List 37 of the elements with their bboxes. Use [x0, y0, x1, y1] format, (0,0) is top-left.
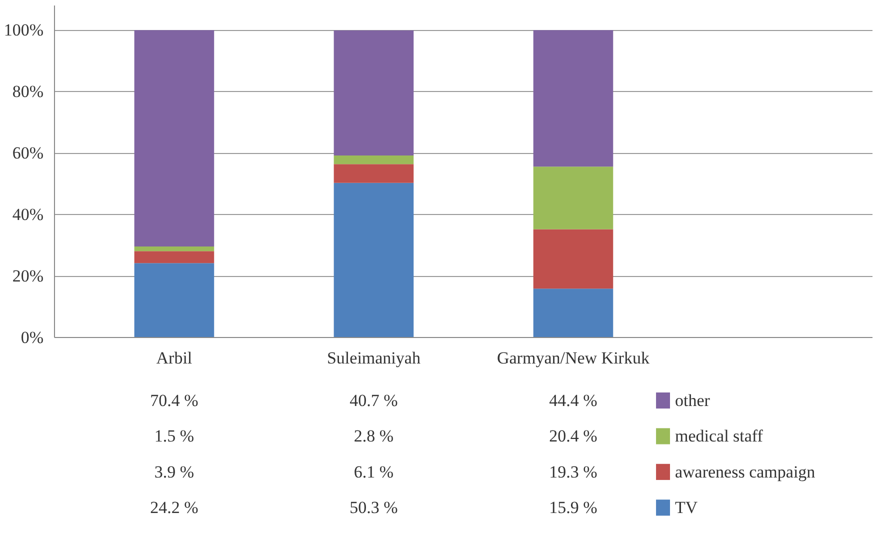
y-tick-label: 0% — [20, 328, 44, 347]
bar — [334, 30, 414, 156]
data-label: 19.3 % — [549, 462, 598, 482]
x-tick-label: Suleimaniyah — [326, 348, 421, 368]
bar — [134, 30, 214, 247]
y-tick-label: 20% — [12, 266, 44, 286]
bar — [334, 182, 414, 338]
bar — [334, 164, 414, 183]
data-label: 2.8 % — [354, 426, 394, 446]
x-tick-label: Arbil — [156, 348, 192, 368]
data-label: 3.9 % — [154, 462, 194, 482]
y-tick-label: 100% — [4, 20, 44, 40]
data-label: 40.7 % — [350, 391, 398, 410]
legend-label: other — [674, 391, 710, 410]
y-tick-label: 80% — [12, 82, 44, 102]
y-tick-label: 40% — [12, 205, 44, 224]
legend-label: awareness campaign — [674, 462, 816, 482]
data-label: 15.9 % — [549, 498, 598, 518]
legend-label: TV — [674, 498, 698, 518]
data-label: 20.4 % — [549, 426, 598, 446]
data-label: 44.4 % — [549, 391, 598, 410]
data-label: 70.4 % — [150, 391, 198, 410]
bar — [334, 156, 414, 164]
legend-label: medical staff — [674, 426, 764, 446]
data-label: 50.3 % — [350, 498, 398, 518]
data-label: 6.1 % — [354, 462, 394, 482]
data-label: 1.5 % — [154, 426, 194, 446]
bar — [134, 251, 214, 264]
x-tick-label: Garmyan/New Kirkuk — [496, 348, 650, 368]
bar — [533, 288, 614, 338]
y-tick-label: 60% — [12, 144, 44, 163]
bar — [533, 166, 614, 230]
bar — [134, 263, 214, 338]
data-label: 24.2 % — [150, 498, 198, 518]
bar — [134, 246, 214, 252]
bar — [533, 229, 614, 289]
bar — [533, 30, 614, 167]
